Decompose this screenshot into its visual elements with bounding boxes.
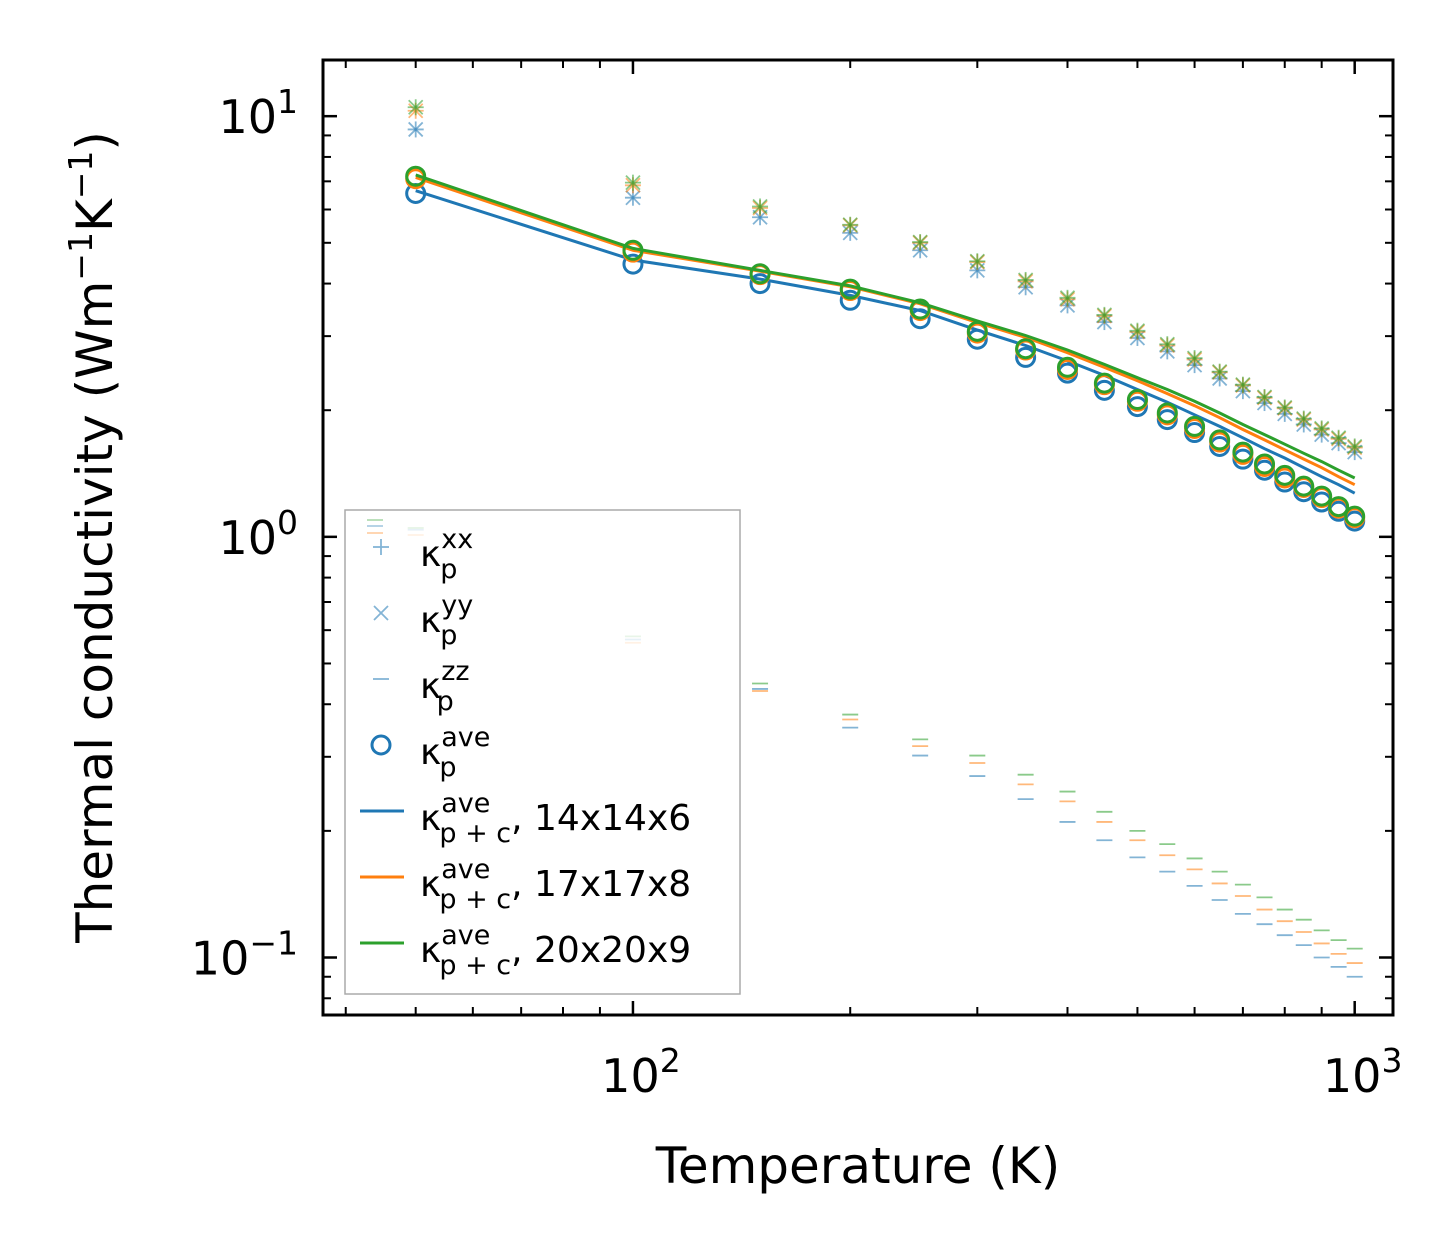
kxx-point bbox=[1234, 376, 1251, 393]
legend: κxx p κyy p κzz p κave p κave p + c, 14x14x6 … bbox=[344, 509, 741, 995]
kxx-point bbox=[1330, 429, 1347, 446]
y-tick-label-1: 100 bbox=[218, 503, 298, 565]
legend-box bbox=[344, 509, 741, 995]
kave-point bbox=[1093, 379, 1115, 401]
legend-marker-circle bbox=[370, 734, 392, 756]
kpc-line-20x20x9 bbox=[415, 173, 1356, 480]
kave-point bbox=[1311, 485, 1333, 507]
kave-point bbox=[1126, 389, 1148, 411]
x-tick-label-100: 102 bbox=[601, 1041, 681, 1103]
legend-label-kpc-20x20x9: κave p + c, 20x20x9 bbox=[420, 920, 691, 981]
kxx-point bbox=[752, 198, 769, 215]
legend-label-kxx: κxx p bbox=[420, 524, 473, 585]
kxx-point bbox=[1059, 289, 1076, 306]
kxx-point bbox=[969, 253, 986, 270]
kxx-point bbox=[912, 234, 929, 251]
y-tick-labels: 10−1 100 101 bbox=[191, 82, 298, 985]
y-axis-title: Thermal conductivity (Wm−1K−1) bbox=[61, 131, 124, 944]
kave-point bbox=[839, 289, 861, 311]
kxx-point bbox=[842, 216, 859, 233]
kave-point bbox=[622, 253, 644, 275]
kxx-point bbox=[1295, 410, 1312, 427]
kxx-point bbox=[1159, 336, 1176, 353]
kxx-point bbox=[1017, 271, 1034, 288]
kxx-point bbox=[1346, 438, 1363, 455]
kpc-line-14x14x6 bbox=[415, 189, 1356, 495]
kave-point bbox=[749, 263, 771, 285]
kave-point bbox=[1056, 356, 1078, 378]
kave-point bbox=[1093, 372, 1115, 394]
kave-point bbox=[405, 165, 427, 187]
legend-marker-x bbox=[373, 605, 389, 621]
kxx-point bbox=[1313, 420, 1330, 437]
kave-point bbox=[909, 298, 931, 320]
kxx-point bbox=[1186, 350, 1203, 367]
kxx-point bbox=[1096, 306, 1113, 323]
legend-label-kpc-14x14x6: κave p + c, 14x14x6 bbox=[420, 788, 691, 849]
kave-point bbox=[1209, 429, 1231, 451]
kave-point bbox=[1344, 505, 1366, 527]
legend-markers bbox=[360, 519, 404, 945]
y-tick-label-0.1: 10−1 bbox=[191, 924, 298, 986]
kave-point bbox=[1232, 441, 1254, 463]
kxx-point bbox=[1211, 363, 1228, 380]
legend-label-kave: κave p bbox=[420, 722, 490, 783]
kxx-point bbox=[407, 99, 424, 116]
legend-label-kzz: κzz p bbox=[420, 656, 470, 717]
legend-label-kpc-17x17x8: κave p + c, 17x17x8 bbox=[420, 854, 691, 915]
kxx-point bbox=[407, 121, 424, 138]
legend-marker-plus bbox=[373, 539, 389, 555]
kxx-point bbox=[1129, 322, 1146, 339]
x-tick-labels: 102 103 bbox=[601, 1041, 1402, 1103]
y-tick-label-10: 101 bbox=[218, 82, 298, 144]
kxx-point bbox=[1256, 388, 1273, 405]
series-20x20x9 bbox=[405, 99, 1366, 950]
kave-point bbox=[1293, 475, 1315, 497]
kave-point bbox=[1274, 464, 1296, 486]
kave-point bbox=[749, 273, 771, 295]
kave-point bbox=[1156, 402, 1178, 424]
major-ticks bbox=[323, 60, 1393, 1015]
x-axis-title: Temperature (K) bbox=[655, 1137, 1060, 1195]
kave-point bbox=[1254, 453, 1276, 475]
kave-point bbox=[1015, 338, 1037, 360]
kxx-point bbox=[1276, 399, 1293, 416]
data-series bbox=[405, 99, 1366, 978]
legend-label-kyy: κyy p bbox=[420, 590, 473, 651]
kave-point bbox=[1015, 346, 1037, 368]
kxx-point bbox=[624, 174, 641, 191]
kave-point bbox=[1184, 415, 1206, 437]
plot-frame bbox=[321, 58, 1395, 1017]
kave-point bbox=[1328, 496, 1350, 518]
x-tick-label-1000: 103 bbox=[1323, 1041, 1403, 1103]
